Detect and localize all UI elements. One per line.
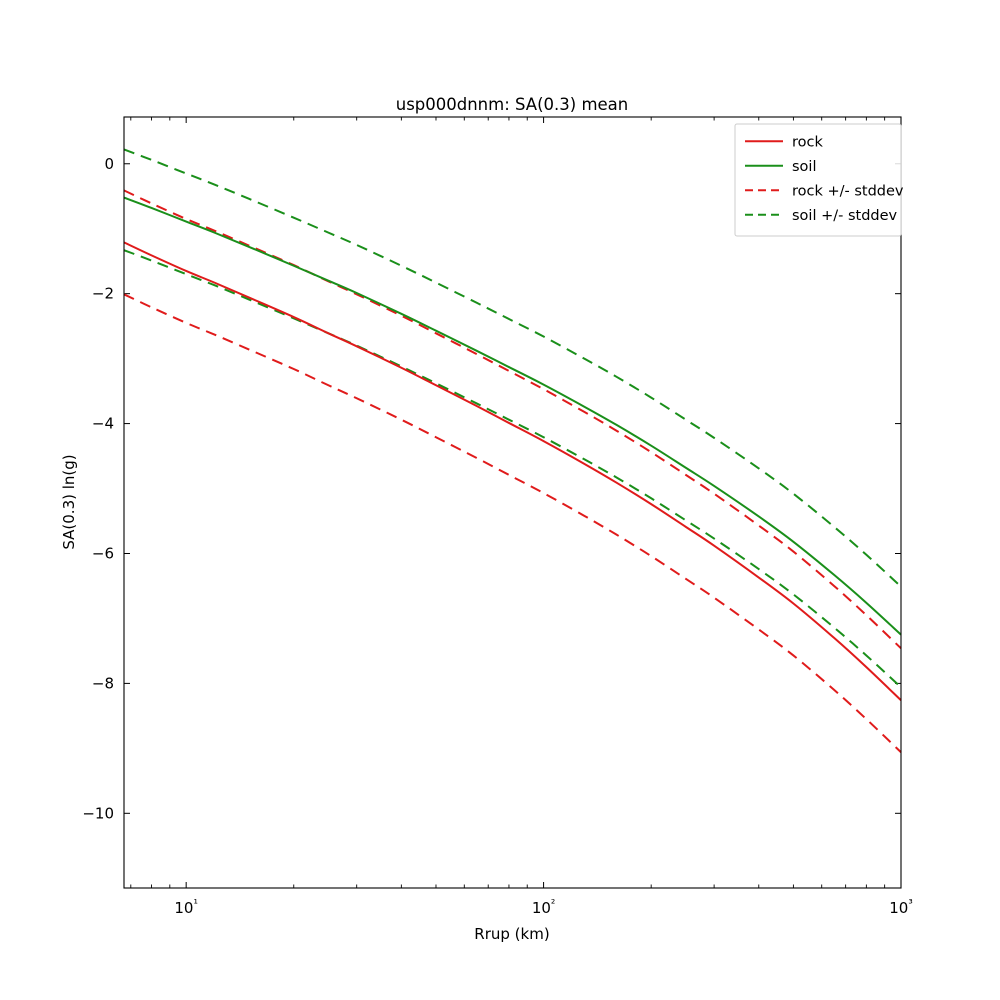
x-tick-label: 10² (532, 897, 556, 917)
y-tick-label: −6 (92, 544, 114, 562)
y-tick-label: −2 (92, 285, 114, 303)
legend-label-0: rock (792, 134, 823, 150)
series-line-soil-stddev-lower (123, 249, 902, 689)
y-tick-label: −4 (92, 415, 114, 433)
x-tick-label: 10³ (889, 897, 913, 917)
legend-label-1: soil (792, 159, 816, 175)
y-tick-label: 0 (104, 155, 114, 173)
legend-label-2: rock +/- stddev (792, 183, 904, 199)
y-axis-title: SA(0.3) ln(g) (60, 454, 78, 549)
y-tick-label: −10 (82, 804, 114, 822)
legend-label-3: soil +/- stddev (792, 208, 898, 224)
y-tick-label: −8 (92, 674, 114, 692)
chart-legend[interactable]: rock soil rock +/- stddev soil +/- stddev (734, 123, 904, 237)
y-axis-tick-labels: 0 −2 −4 −6 −8 −10 (82, 155, 114, 823)
legend-box (734, 123, 902, 237)
data-series-group (123, 148, 902, 753)
series-line-soil (123, 196, 902, 636)
series-line-rock (123, 241, 902, 702)
x-axis-title: Rrup (km) (474, 925, 549, 943)
x-tick-label: 10¹ (174, 897, 198, 917)
plot-background (124, 117, 901, 888)
x-axis-tick-labels: 10¹ 10² 10³ (174, 897, 912, 917)
x-axis-minor-ticks (130, 117, 886, 888)
plot-frame (123, 116, 902, 889)
series-line-soil-stddev-upper (123, 148, 902, 588)
chart-title: usp000dnnm: SA(0.3) mean (396, 95, 629, 114)
